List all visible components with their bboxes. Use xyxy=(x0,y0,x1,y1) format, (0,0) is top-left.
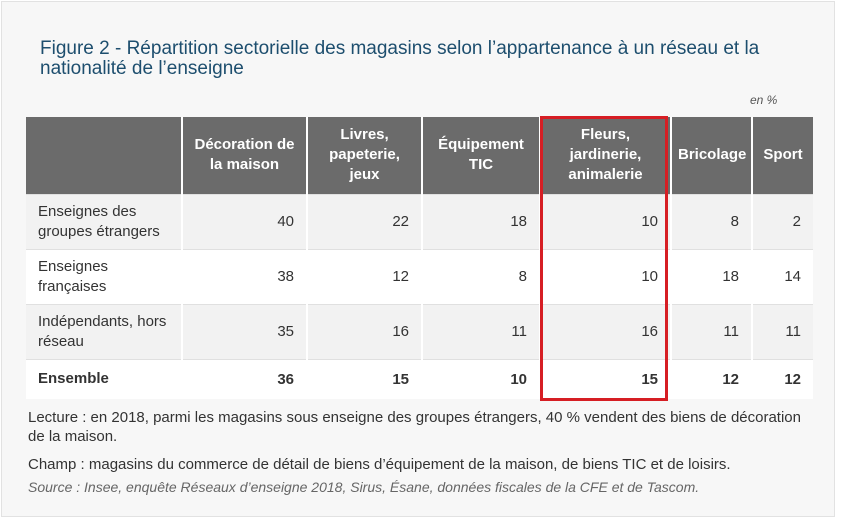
table-cell: 18 xyxy=(670,248,752,304)
table-cell: 11 xyxy=(670,303,752,359)
table-cell: 36 xyxy=(181,358,307,399)
table-cell: 16 xyxy=(306,303,422,359)
header-cell-bricolage: Bricolage xyxy=(670,117,752,194)
table-cell: 38 xyxy=(181,248,307,304)
row-label: Indépendants, hors réseau xyxy=(26,303,182,359)
table-cell: 11 xyxy=(751,303,813,359)
table-cell: 12 xyxy=(306,248,422,304)
table-cell: 22 xyxy=(306,193,422,249)
header-cell-empty xyxy=(26,117,182,194)
table-cell: 12 xyxy=(751,358,813,399)
table-row: Indépendants, hors réseau 35 16 11 16 11… xyxy=(26,303,813,359)
note-lecture: Lecture : en 2018, parmi les magasins so… xyxy=(28,409,801,445)
table-cell: 15 xyxy=(539,358,671,399)
row-label: Ensemble xyxy=(26,358,182,399)
table-cell: 15 xyxy=(306,358,422,399)
note-champ: Champ : magasins du commerce de détail d… xyxy=(28,456,731,473)
note-source: Source : Insee, enquête Réseaux d’enseig… xyxy=(28,479,700,495)
table-row: Enseignes françaises 38 12 8 10 18 14 xyxy=(26,248,813,304)
unit-label: en % xyxy=(750,93,778,107)
table-cell: 10 xyxy=(539,248,671,304)
table-cell: 18 xyxy=(421,193,540,249)
header-cell-tic: Équipement TIC xyxy=(421,117,540,194)
table-cell: 10 xyxy=(539,193,671,249)
table-cell: 14 xyxy=(751,248,813,304)
table-cell: 8 xyxy=(421,248,540,304)
table-cell: 40 xyxy=(181,193,307,249)
table-row: Enseignes des groupes étrangers 40 22 18… xyxy=(26,193,813,249)
figure-title: Figure 2 - Répartition sectorielle des m… xyxy=(40,38,760,79)
table-cell: 11 xyxy=(421,303,540,359)
table-cell: 8 xyxy=(670,193,752,249)
table-header-row: Décoration de la maison Livres, papeteri… xyxy=(26,117,813,194)
table-cell: 2 xyxy=(751,193,813,249)
table-cell: 16 xyxy=(539,303,671,359)
header-cell-decoration: Décoration de la maison xyxy=(181,117,307,194)
header-cell-fleurs: Fleurs, jardinerie, animalerie xyxy=(539,117,671,194)
header-cell-livres: Livres, papeterie, jeux xyxy=(306,117,422,194)
row-label: Enseignes françaises xyxy=(26,248,182,304)
header-cell-sport: Sport xyxy=(751,117,813,194)
data-table: Décoration de la maison Livres, papeteri… xyxy=(26,117,813,399)
table-cell: 12 xyxy=(670,358,752,399)
table-cell: 10 xyxy=(421,358,540,399)
row-label: Enseignes des groupes étrangers xyxy=(26,193,182,249)
table-cell: 35 xyxy=(181,303,307,359)
table-row-total: Ensemble 36 15 10 15 12 12 xyxy=(26,358,813,399)
